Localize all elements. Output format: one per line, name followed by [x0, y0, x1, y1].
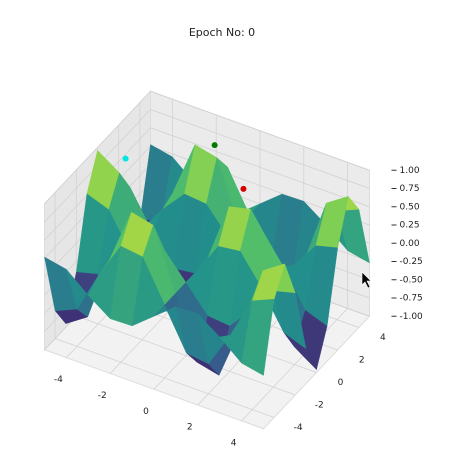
- y-tick-label: -2: [315, 401, 324, 411]
- grid-line: [76, 315, 296, 396]
- y-tick-label: 0: [338, 378, 344, 388]
- grid-line: [150, 109, 370, 189]
- point: [122, 155, 129, 162]
- z-tick-label: 1.00: [400, 166, 420, 176]
- grid-line: [44, 91, 151, 204]
- surface-face: [241, 299, 275, 376]
- z-tick-label: 0.25: [400, 221, 420, 231]
- z-tick-label: 0.75: [400, 184, 420, 194]
- point: [240, 185, 247, 192]
- chart-title: Epoch No: 0: [189, 26, 255, 39]
- grid-line: [54, 338, 275, 418]
- surface: [44, 142, 370, 376]
- x-tick-label: 2: [187, 423, 193, 433]
- z-tick-label: -0.25: [400, 257, 423, 267]
- z-tick-label: 0.50: [400, 202, 420, 212]
- x-tick-label: -4: [54, 375, 63, 385]
- y-tick-label: -4: [294, 423, 303, 433]
- grid-line: [150, 90, 370, 171]
- x-tick-label: 4: [231, 438, 237, 448]
- point: [211, 142, 218, 149]
- grid-line: [150, 127, 370, 208]
- y-tick-label: 2: [359, 356, 365, 366]
- z-tick-label: -1.00: [400, 312, 424, 322]
- ticks: -4 -2 0 2 4 -4 -2 0 2 4 -1.00 -0.75 -0.50 -0.25 0.00 0.…: [54, 166, 423, 449]
- y-tick-label: 4: [380, 333, 386, 343]
- x-tick-label: -2: [98, 391, 107, 401]
- z-tick-label: 0.00: [400, 239, 420, 249]
- x-tick-label: 0: [143, 407, 149, 417]
- z-tick-label: -0.50: [400, 275, 424, 285]
- z-tick-label: -0.75: [400, 294, 423, 304]
- mouse-cursor: [361, 271, 372, 289]
